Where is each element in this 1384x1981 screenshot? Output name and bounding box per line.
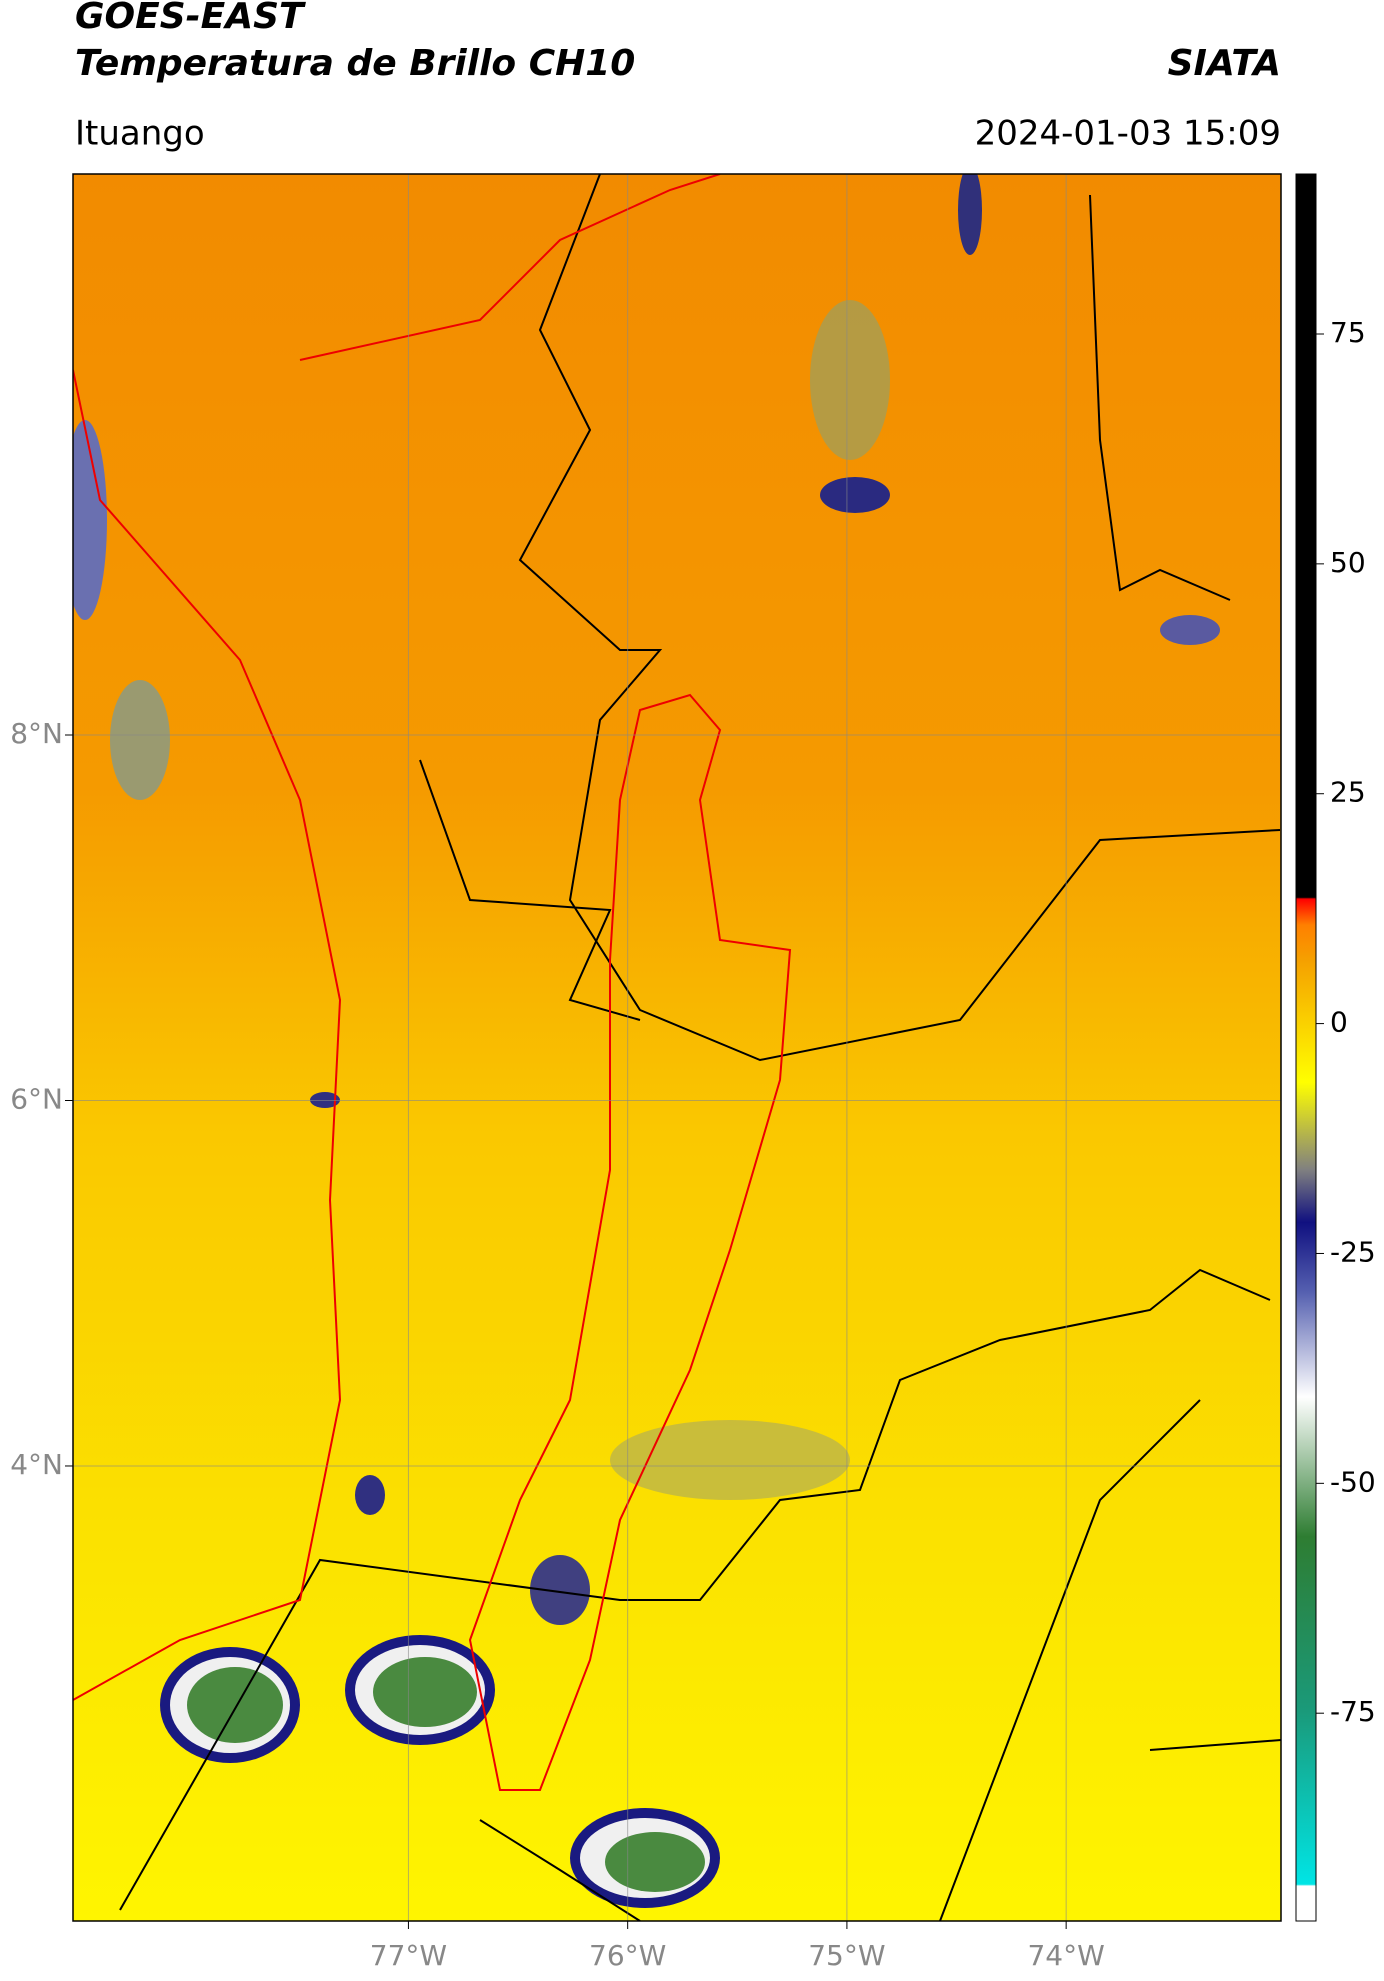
lon-tick-label: 75°W [808, 1939, 885, 1972]
title: Temperatura de Brillo CH10 [75, 43, 635, 84]
map-frame [72, 173, 1282, 1922]
colorbar-tick-label: 75 [1330, 316, 1366, 349]
map-background [73, 174, 1281, 1921]
cloud-tops [73, 174, 1220, 1908]
borders [119, 174, 1281, 1921]
lat-tick-label: 8°N [10, 717, 63, 750]
map-image [73, 174, 1281, 1921]
colorbar-tick-label: -25 [1330, 1235, 1376, 1268]
lon-tick-label: 76°W [589, 1939, 666, 1972]
datetime: 2024-01-03 15:09 [975, 114, 1281, 154]
title: GOES-EAST [75, 0, 306, 37]
colorbar [1295, 173, 1317, 1922]
lat-tick-label: 4°N [10, 1448, 63, 1481]
colorbar-tick-label: -50 [1330, 1465, 1376, 1498]
lat-tick-label: 6°N [10, 1082, 63, 1115]
colorbar-tick-label: 0 [1330, 1006, 1348, 1039]
lon-tick-label: 77°W [370, 1939, 447, 1972]
colorbar-tick-label: 25 [1330, 776, 1366, 809]
org: SIATA [1168, 43, 1281, 84]
colorbar-tick-label: -75 [1330, 1695, 1376, 1728]
grid [73, 174, 1281, 1921]
place: Ituango [75, 114, 205, 154]
colorbar-tick-label: 50 [1330, 546, 1366, 579]
lon-tick-label: 74°W [1027, 1939, 1104, 1972]
